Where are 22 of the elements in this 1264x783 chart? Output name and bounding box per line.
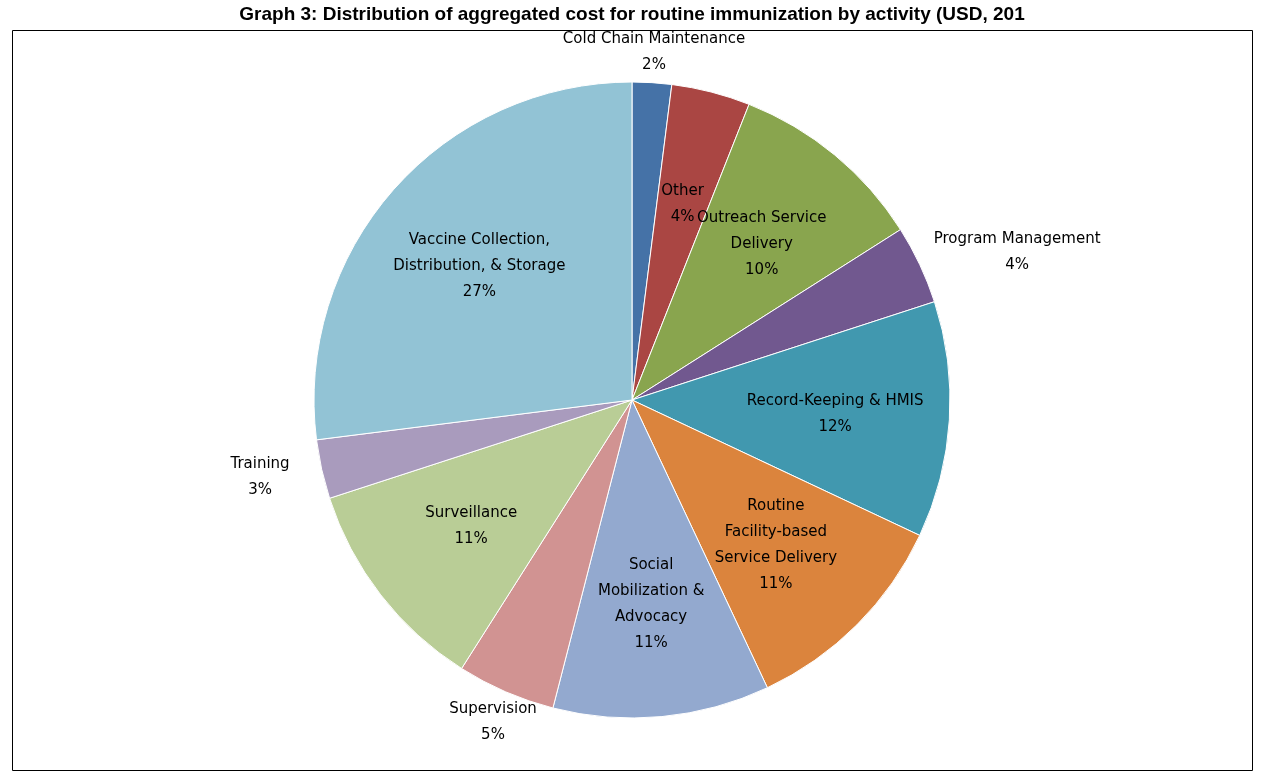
data-label: 2% xyxy=(642,54,666,73)
slice-label: Surveillance xyxy=(425,502,518,521)
data-label: 11% xyxy=(634,632,668,651)
data-label: 4% xyxy=(670,206,695,225)
slice-label: Social Mobilization & Advocacy xyxy=(597,554,705,625)
slice-label: Vaccine Collection, Distribution, & Storage xyxy=(393,230,566,275)
slice-label: Training xyxy=(229,454,290,473)
chart-title: Graph 3: Distribution of aggregated cost for routine immunization by activity (USD, 201 xyxy=(239,3,1026,24)
data-label: 12% xyxy=(818,416,852,435)
data-label: 4% xyxy=(1005,254,1029,273)
slice-label: Supervision xyxy=(449,699,537,718)
slice-label: Record-Keeping & HMIS xyxy=(746,390,924,409)
data-label: 3% xyxy=(248,480,272,499)
slice-label: Other xyxy=(661,180,705,199)
data-label: 5% xyxy=(481,725,505,744)
data-label: 10% xyxy=(745,260,779,279)
slice-label: Program Management xyxy=(933,228,1101,247)
slice-label: Routine Facility-based Service Delivery xyxy=(714,495,838,566)
data-label: 11% xyxy=(759,573,793,592)
slice-label: Cold Chain Maintenance xyxy=(562,28,746,47)
data-label: 27% xyxy=(462,282,497,301)
data-label: 11% xyxy=(454,528,488,547)
